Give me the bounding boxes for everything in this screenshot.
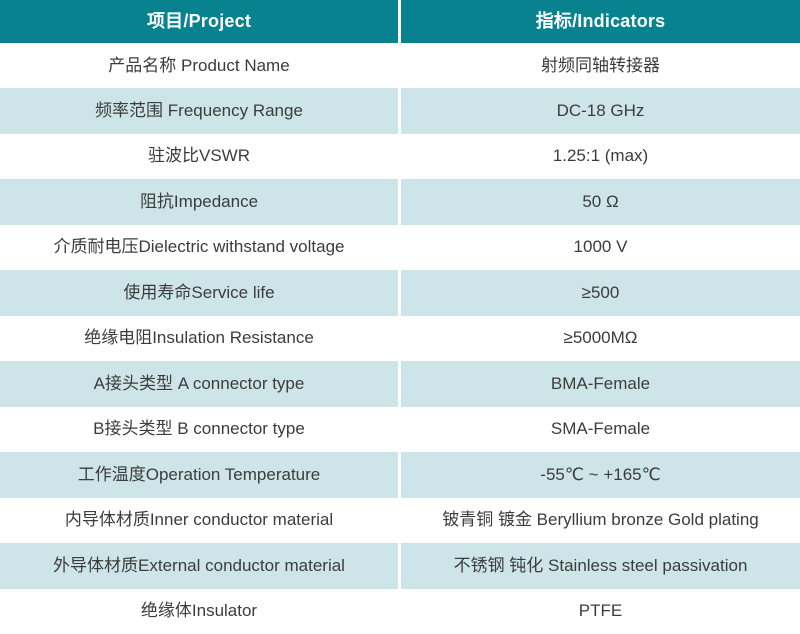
table-row: 驻波比VSWR 1.25:1 (max) xyxy=(0,133,800,180)
row-value: ≥500 xyxy=(401,270,800,316)
row-value: 铍青铜 镀金 Beryllium bronze Gold plating xyxy=(401,497,800,544)
row-label: 阻抗Impedance xyxy=(0,179,398,225)
row-label: 绝缘电阻Insulation Resistance xyxy=(0,315,398,362)
row-value: 1.25:1 (max) xyxy=(401,133,800,180)
row-label: 使用寿命Service life xyxy=(0,270,398,316)
table-row: 外导体材质External conductor material 不锈钢 钝化 S… xyxy=(0,543,800,589)
row-value: SMA-Female xyxy=(401,406,800,453)
row-label: 外导体材质External conductor material xyxy=(0,543,398,589)
row-label: 绝缘体Insulator xyxy=(0,588,398,634)
row-value: BMA-Female xyxy=(401,361,800,407)
table-row: 阻抗Impedance 50 Ω xyxy=(0,179,800,225)
header-cell-project: 项目/Project xyxy=(0,0,398,43)
row-label: 介质耐电压Dielectric withstand voltage xyxy=(0,224,398,271)
table-row: 绝缘体Insulator PTFE xyxy=(0,588,800,634)
row-label: B接头类型 B connector type xyxy=(0,406,398,453)
header-cell-indicators: 指标/Indicators xyxy=(401,0,800,43)
table-row: 绝缘电阻Insulation Resistance ≥5000MΩ xyxy=(0,315,800,362)
table-row: 介质耐电压Dielectric withstand voltage 1000 V xyxy=(0,224,800,271)
table-row: 使用寿命Service life ≥500 xyxy=(0,270,800,316)
table-row: 工作温度Operation Temperature -55℃ ~ +165℃ xyxy=(0,452,800,498)
table-row: 产品名称 Product Name 射频同轴转接器 xyxy=(0,43,800,89)
table-row: 内导体材质Inner conductor material 铍青铜 镀金 Bery… xyxy=(0,497,800,544)
row-label: 内导体材质Inner conductor material xyxy=(0,497,398,544)
row-value: 射频同轴转接器 xyxy=(401,43,800,89)
table-row: A接头类型 A connector type BMA-Female xyxy=(0,361,800,407)
row-value: -55℃ ~ +165℃ xyxy=(401,452,800,498)
table-header-row: 项目/Project 指标/Indicators xyxy=(0,0,800,43)
row-label: A接头类型 A connector type xyxy=(0,361,398,407)
row-label: 产品名称 Product Name xyxy=(0,43,398,89)
row-value: DC-18 GHz xyxy=(401,88,800,134)
table-row: 频率范围 Frequency Range DC-18 GHz xyxy=(0,88,800,134)
row-value: 不锈钢 钝化 Stainless steel passivation xyxy=(401,543,800,589)
row-label: 驻波比VSWR xyxy=(0,133,398,180)
row-value: PTFE xyxy=(401,588,800,634)
row-value: 50 Ω xyxy=(401,179,800,225)
table-row: B接头类型 B connector type SMA-Female xyxy=(0,406,800,453)
row-label: 频率范围 Frequency Range xyxy=(0,88,398,134)
row-value: 1000 V xyxy=(401,224,800,271)
row-value: ≥5000MΩ xyxy=(401,315,800,362)
table-body: 产品名称 Product Name 射频同轴转接器 频率范围 Frequency R… xyxy=(0,43,800,634)
row-label: 工作温度Operation Temperature xyxy=(0,452,398,498)
